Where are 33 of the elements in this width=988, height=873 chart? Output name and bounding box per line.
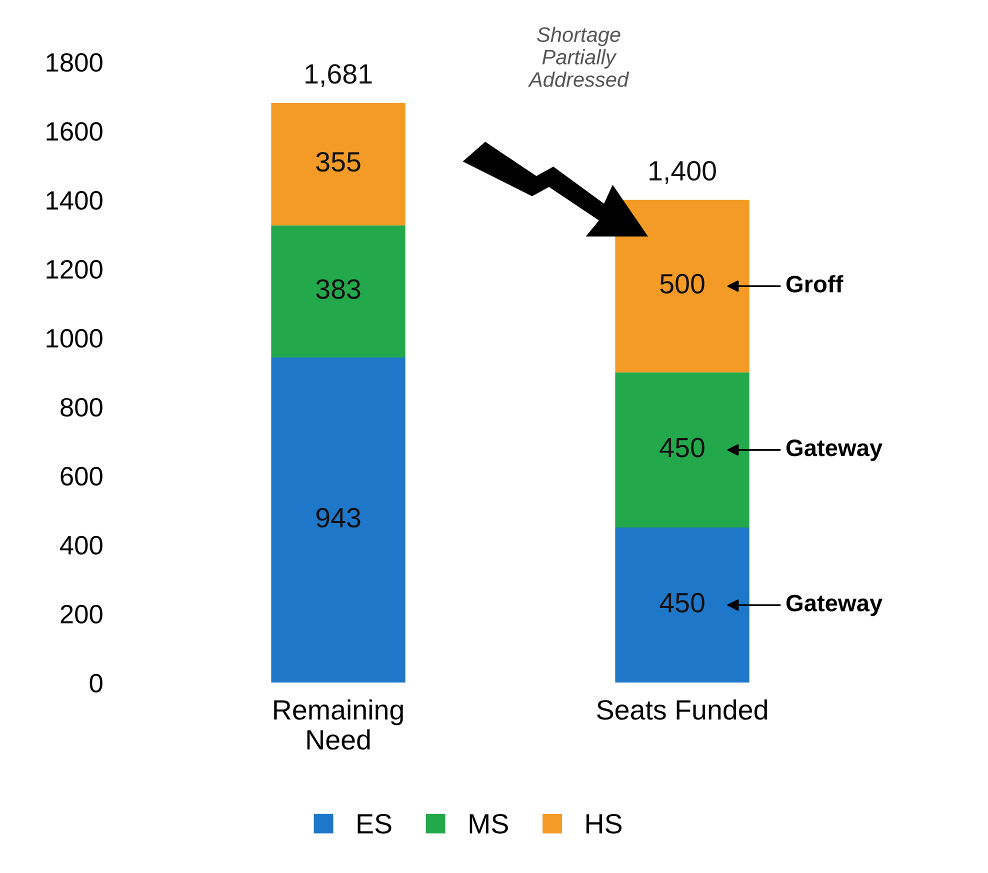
annotation: Shortage Partially Addressed [528, 26, 630, 87]
y-tick-label: 1000 [46, 328, 102, 348]
total-label: 1,681 [306, 64, 372, 88]
y-tick-label: 1200 [46, 260, 102, 279]
data-label: 450 [660, 438, 704, 458]
y-tick-label: 800 [60, 398, 102, 417]
legend-label: HS [586, 814, 622, 834]
y-tick-label: 600 [60, 466, 102, 486]
bar [271, 225, 406, 358]
x-tick-label: Remaining Need [274, 699, 403, 750]
bar [271, 358, 406, 683]
bar [615, 372, 750, 528]
bar [271, 103, 406, 226]
annotation: Gateway [786, 594, 882, 616]
data-label: 943 [316, 508, 360, 528]
annotation: Gateway [786, 440, 882, 461]
total-label: 1,400 [650, 160, 716, 184]
y-tick-label: 1400 [46, 191, 102, 210]
y-tick-label: 1600 [46, 122, 102, 141]
bar [615, 200, 750, 372]
legend-label: MS [470, 814, 508, 834]
data-label: 383 [316, 279, 360, 299]
y-tick-label: 1800 [46, 53, 102, 72]
y-tick-label: 400 [60, 536, 102, 555]
bar [615, 528, 750, 683]
data-label: 450 [660, 592, 704, 613]
legend-label: ES [358, 814, 392, 834]
x-tick-label: Seats Funded [597, 699, 767, 720]
annotation: Groff [786, 275, 844, 292]
y-tick-label: 0 [90, 674, 102, 693]
y-tick-label: 200 [60, 604, 102, 624]
data-label: 500 [660, 274, 704, 294]
data-label: 355 [316, 152, 360, 172]
